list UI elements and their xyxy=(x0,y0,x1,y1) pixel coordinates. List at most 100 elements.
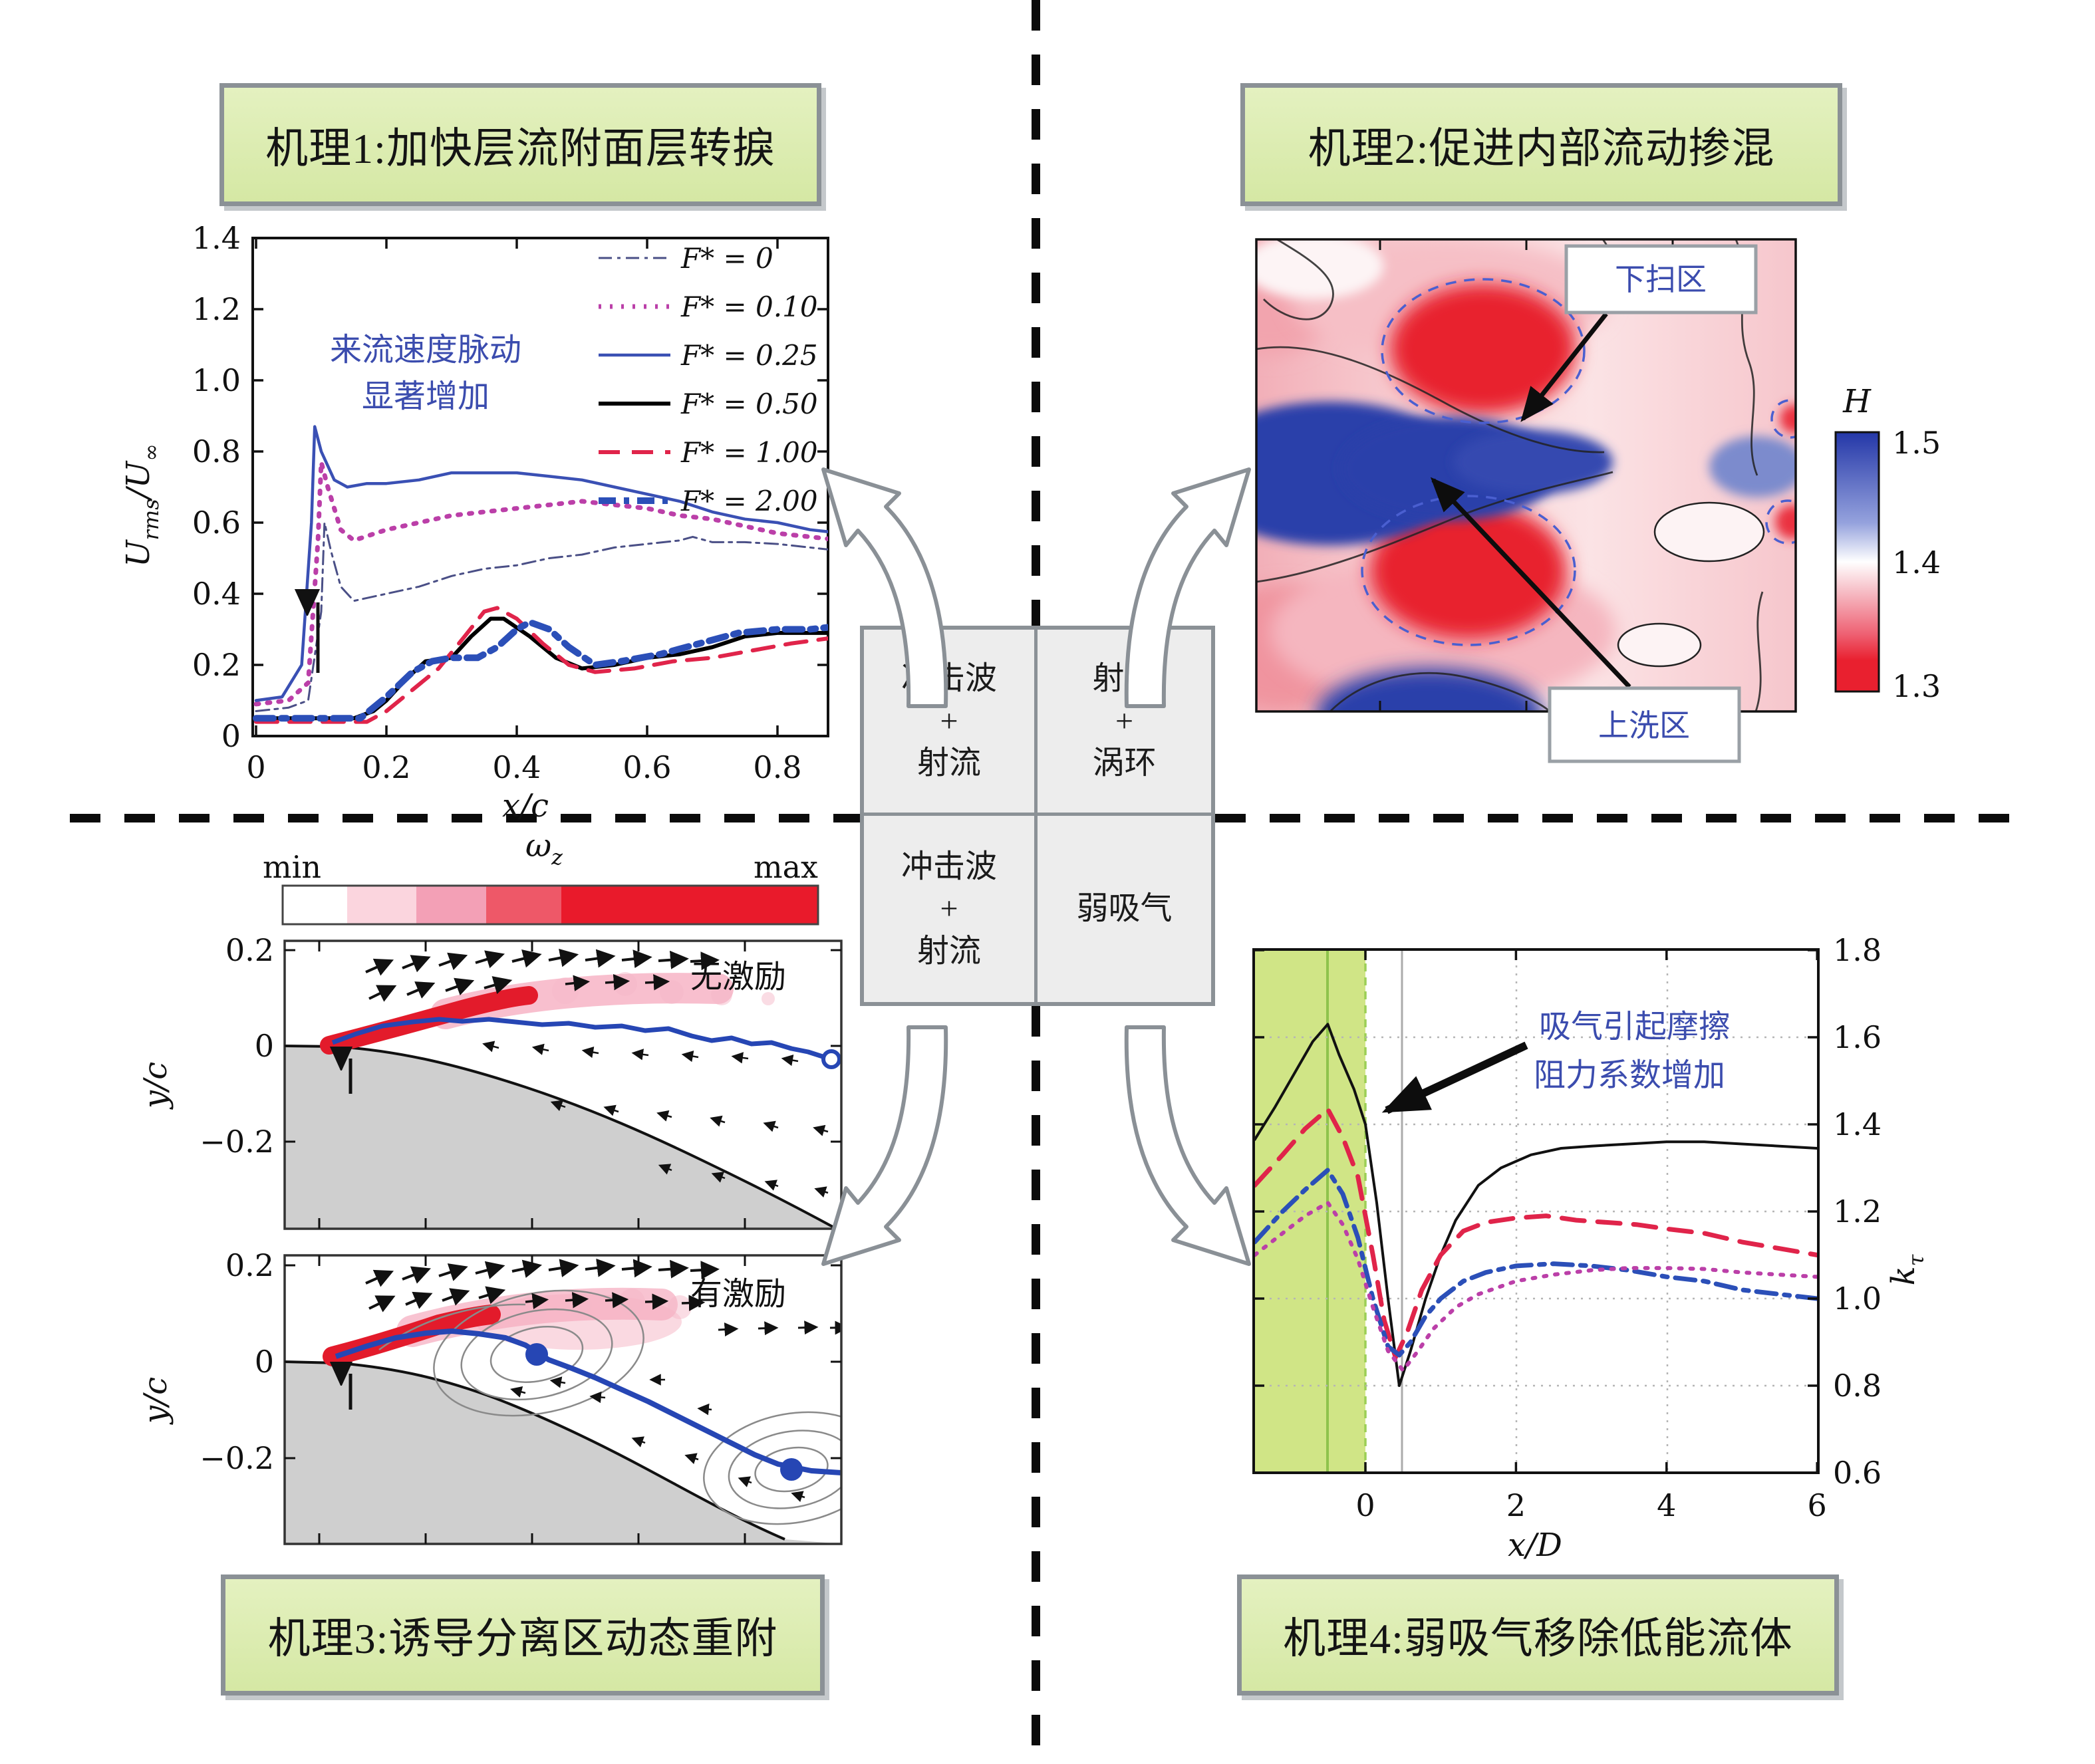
vector-arrow xyxy=(511,1259,542,1278)
vector-arrow xyxy=(605,1292,629,1309)
plotA-surface-line xyxy=(285,1045,839,1229)
legend-label-1: F* = 0.10 xyxy=(680,291,818,323)
series-F-0.10 xyxy=(253,459,828,707)
y-tick-0.8: 0.8 xyxy=(192,434,241,469)
vector-arrow xyxy=(797,1321,819,1335)
red-lobe-upwash xyxy=(1370,502,1567,639)
omega-colorbar-max: max xyxy=(754,849,818,885)
plotA-blue-streamline xyxy=(331,1017,826,1060)
plotB-flow-label: 有激励 xyxy=(690,1277,786,1312)
table-cell-0: 冲击波 + 射流 xyxy=(864,630,1038,816)
dashed-contours xyxy=(1361,278,1796,646)
plotA-flow-label: 无激励 xyxy=(690,959,786,995)
vector-arrow xyxy=(402,955,431,973)
vector-arrow xyxy=(710,1115,726,1127)
plotA-blue-loop xyxy=(821,1049,841,1069)
y-tick-1.2: 1.2 xyxy=(1833,1194,1882,1229)
vector-arrow xyxy=(511,949,542,968)
vector-arrow xyxy=(644,1293,669,1310)
chart4-series-curves xyxy=(1254,1023,1818,1387)
vector-arrow xyxy=(731,1052,749,1064)
table-cell-3: 弱吸气 xyxy=(1076,891,1173,927)
plotA-y-axis-label: y/c xyxy=(137,1062,174,1110)
chart1-annotation-line2: 显著增加 xyxy=(362,379,489,414)
y-tick-1.4: 1.4 xyxy=(1833,1106,1882,1142)
vector-arrow xyxy=(605,973,630,991)
yc-tick-−0.2: −0.2 xyxy=(200,1440,274,1476)
title-mechanism-4-text: 机理4:弱吸气移除低能流体 xyxy=(1283,1615,1793,1662)
omega-colorbar xyxy=(281,884,819,926)
vector-arrow xyxy=(585,949,616,968)
vector-arrow xyxy=(791,1491,805,1503)
plotA-ramp xyxy=(285,1046,841,1229)
vector-arrow xyxy=(438,1263,468,1281)
vector-arrow xyxy=(442,1288,470,1306)
h-colorbar-tick-1: 1.4 xyxy=(1892,545,1941,580)
series-F-0.25 xyxy=(254,425,828,702)
x-tick-0: 0 xyxy=(246,749,265,785)
panel-2-contour-map: 下扫区 上洗区 H 1.5 1.4 1.3 xyxy=(1255,238,1941,763)
legend-label-0: F* = 0 xyxy=(680,242,773,275)
chart4-annotation-arrow xyxy=(1381,1041,1528,1114)
vector-arrow xyxy=(406,981,436,999)
chart1-series-curves xyxy=(253,425,828,724)
yc-tick-0: 0 xyxy=(255,1028,274,1064)
x-tick-0: 0 xyxy=(1355,1487,1375,1523)
vector-arrow xyxy=(711,1172,726,1183)
vector-arrow xyxy=(764,1180,779,1191)
x-tick-2: 2 xyxy=(1506,1487,1526,1523)
chart1-x-tick-labels: 0 0.2 0.4 0.6 0.8 xyxy=(246,749,801,785)
plotB-y-axis-label: y/c xyxy=(137,1377,174,1425)
vector-arrow xyxy=(445,977,475,995)
vector-arrow xyxy=(813,1124,829,1136)
vector-arrow xyxy=(763,1120,779,1132)
y-tick-0.6: 0.6 xyxy=(192,505,241,541)
vector-arrow xyxy=(697,1403,712,1416)
omega-colorbar-title: ωz xyxy=(525,827,563,870)
y-tick-0.8: 0.8 xyxy=(1833,1368,1882,1404)
series-F-1.00 xyxy=(254,606,828,724)
h-colorbar xyxy=(1834,431,1880,693)
plotB-ramp xyxy=(285,1362,841,1544)
plotB-vortex-core-1 xyxy=(525,1343,548,1366)
vector-arrow xyxy=(525,1293,549,1310)
vector-arrow xyxy=(365,958,394,976)
vector-arrow xyxy=(690,1261,720,1280)
actuation-combination-table: 冲击波 + 射流 射流 + 涡环 冲击波 + 射流 弱吸气 xyxy=(860,626,1215,1006)
yc-tick-0: 0 xyxy=(255,1344,274,1380)
vector-arrow xyxy=(738,1476,752,1487)
series-F-2.00 xyxy=(253,618,828,722)
vector-arrow xyxy=(531,1043,549,1055)
vector-arrow xyxy=(548,948,579,967)
panel-1-transition-chart: 0 0.2 0.4 0.6 0.8 0 0.2 0.4 0.6 0.8 1.0 1.2 1.4 F* … xyxy=(120,220,829,824)
chart1-y-tick-labels: 0 0.2 0.4 0.6 0.8 1.0 1.2 1.4 xyxy=(192,220,241,754)
vector-arrow xyxy=(405,1291,433,1309)
contour-lines xyxy=(1256,239,1764,711)
y-tick-1.8: 1.8 xyxy=(1833,932,1882,968)
chart4-x-axis-label: x/D xyxy=(1508,1527,1562,1564)
yc-tick-0.2: 0.2 xyxy=(225,932,274,968)
vector-arrow xyxy=(658,1259,689,1279)
legend-label-5: F* = 2.00 xyxy=(680,485,818,517)
vector-arrow xyxy=(549,1376,566,1388)
vector-arrow xyxy=(368,985,397,1002)
downwash-label: 下扫区 xyxy=(1615,263,1707,297)
y-tick-1.4: 1.4 xyxy=(192,220,241,256)
vector-arrow xyxy=(631,1049,649,1061)
y-tick-0.4: 0.4 xyxy=(192,576,241,612)
h-colorbar-title: H xyxy=(1842,383,1872,420)
downwash-label-box: 下扫区 xyxy=(1564,244,1758,315)
series-black-solid xyxy=(1254,1023,1818,1387)
upwash-label-box: 上洗区 xyxy=(1548,686,1741,763)
vector-arrow xyxy=(658,950,689,969)
vector-arrow xyxy=(656,1110,672,1122)
chart4-x-tick-labels: 0 2 4 6 xyxy=(1355,1487,1826,1523)
vector-arrow xyxy=(631,1436,646,1448)
y-tick-1.6: 1.6 xyxy=(1833,1019,1882,1055)
vector-arrow xyxy=(510,1386,526,1398)
title-mechanism-2: 机理2:促进内部流动掺混 xyxy=(1240,83,1842,206)
legend-label-3: F* = 0.50 xyxy=(680,388,818,420)
chart4-annotation-line1: 吸气引起摩擦 xyxy=(1539,1009,1731,1045)
upwash-label: 上洗区 xyxy=(1598,709,1690,743)
